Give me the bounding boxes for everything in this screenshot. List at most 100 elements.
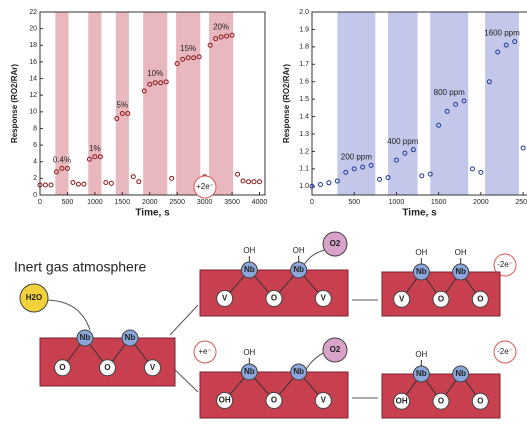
annotation: 15% [180, 44, 196, 53]
y-tick-label: 2.0 [299, 9, 309, 16]
y-tick-label: 4 [33, 159, 37, 166]
site: V [321, 396, 327, 405]
annotation: 0.4% [53, 155, 71, 164]
site: V [150, 363, 156, 372]
niobium: Nb [244, 367, 255, 376]
data-point [104, 181, 108, 185]
y-tick-label: 1.2 [299, 148, 309, 155]
y-tick-label: 14 [29, 75, 37, 82]
y-tick-label: 1.9 [299, 26, 309, 33]
x-tick-label: 1000 [87, 199, 103, 206]
niobium: Nb [416, 267, 427, 276]
hydroxyl: OH [415, 248, 427, 257]
niobium: Nb [80, 333, 91, 342]
arrow [305, 352, 325, 372]
annotation: 400 ppm [387, 137, 418, 146]
data-point [71, 181, 75, 185]
figure: Inert gas atmosphere 0246810121416182022… [0, 0, 527, 426]
y-tick-label: 8 [33, 125, 37, 132]
molecule: H2O [26, 293, 42, 302]
y-tick-label: 22 [29, 9, 37, 16]
x-axis-label: Time, s [135, 208, 170, 219]
niobium: Nb [293, 367, 304, 376]
hydroxyl: OH [243, 246, 255, 255]
x-tick-label: 2000 [473, 199, 489, 206]
annotation: 20% [213, 22, 229, 31]
data-point [378, 177, 382, 181]
x-tick-label: 0 [38, 199, 42, 206]
x-tick-label: 500 [62, 199, 74, 206]
annotation: 1600 ppm [484, 29, 520, 38]
hydroxyl: OH [243, 348, 255, 357]
oxygen: O2 [330, 345, 341, 354]
site: O [438, 396, 444, 405]
y-tick-label: 1.6 [299, 79, 309, 86]
data-point [318, 183, 322, 187]
niobium: Nb [416, 369, 427, 378]
data-point [258, 180, 262, 184]
hydroxyl: OH [293, 246, 305, 255]
electron-label: +e⁻ [198, 347, 211, 356]
electron-label: +2e⁻ [196, 182, 214, 191]
x-tick-label: 500 [348, 199, 360, 206]
electron-label: -2e⁻ [497, 347, 513, 356]
x-tick-label: 1500 [115, 199, 131, 206]
site: V [222, 294, 228, 303]
annotation: 1% [89, 144, 101, 153]
data-point [327, 181, 331, 185]
exposure-band [143, 12, 167, 195]
annotation: 10% [147, 69, 163, 78]
data-point [236, 172, 240, 176]
x-tick-label: 3500 [224, 199, 240, 206]
site: V [399, 294, 405, 303]
data-point [49, 183, 53, 187]
x-axis-label: Time, s [402, 208, 437, 219]
y-tick-label: 6 [33, 142, 37, 149]
annotation: 200 ppm [341, 152, 372, 161]
niobium: Nb [125, 333, 136, 342]
data-point [82, 182, 86, 186]
y-axis-label: Response (RO2/RAr) [282, 64, 291, 143]
site: O [477, 396, 483, 405]
y-tick-label: 1.8 [299, 44, 309, 51]
site: O [477, 294, 483, 303]
annotation: 5% [117, 101, 129, 110]
data-point [521, 146, 525, 150]
data-point [470, 167, 474, 171]
niobium: Nb [455, 267, 466, 276]
y-tick-label: 2 [33, 175, 37, 182]
x-tick-label: 0 [310, 199, 314, 206]
data-point [109, 181, 113, 185]
data-point [420, 174, 424, 178]
site: V [321, 294, 327, 303]
oxygen: O2 [330, 239, 341, 248]
y-tick-label: 1.0 [299, 183, 309, 190]
exposure-band [88, 12, 101, 195]
annotation: 800 ppm [434, 88, 465, 97]
data-point [247, 180, 251, 184]
diagram-title: Inert gas atmosphere [14, 259, 147, 275]
data-point [76, 182, 80, 186]
y-tick-label: 0 [33, 192, 37, 199]
y-tick-label: 1.4 [299, 113, 309, 120]
x-tick-label: 3000 [197, 199, 213, 206]
y-tick-label: 1.3 [299, 131, 309, 138]
site: OH [396, 396, 408, 405]
data-point [170, 176, 174, 180]
data-point [137, 180, 141, 184]
hydroxyl: OH [415, 350, 427, 359]
y-tick-label: 1.5 [299, 96, 309, 103]
exposure-band [388, 12, 418, 195]
x-tick-label: 4000 [252, 199, 268, 206]
exposure-band [430, 12, 468, 195]
electron-label: -2e⁻ [497, 260, 513, 269]
x-tick-label: 1500 [431, 199, 447, 206]
site: O [271, 294, 277, 303]
niobium: Nb [293, 265, 304, 274]
x-tick-label: 2000 [142, 199, 158, 206]
exposure-band [176, 12, 200, 195]
site: O [59, 363, 65, 372]
site: O [271, 396, 277, 405]
site: O [438, 294, 444, 303]
niobium: Nb [244, 265, 255, 274]
